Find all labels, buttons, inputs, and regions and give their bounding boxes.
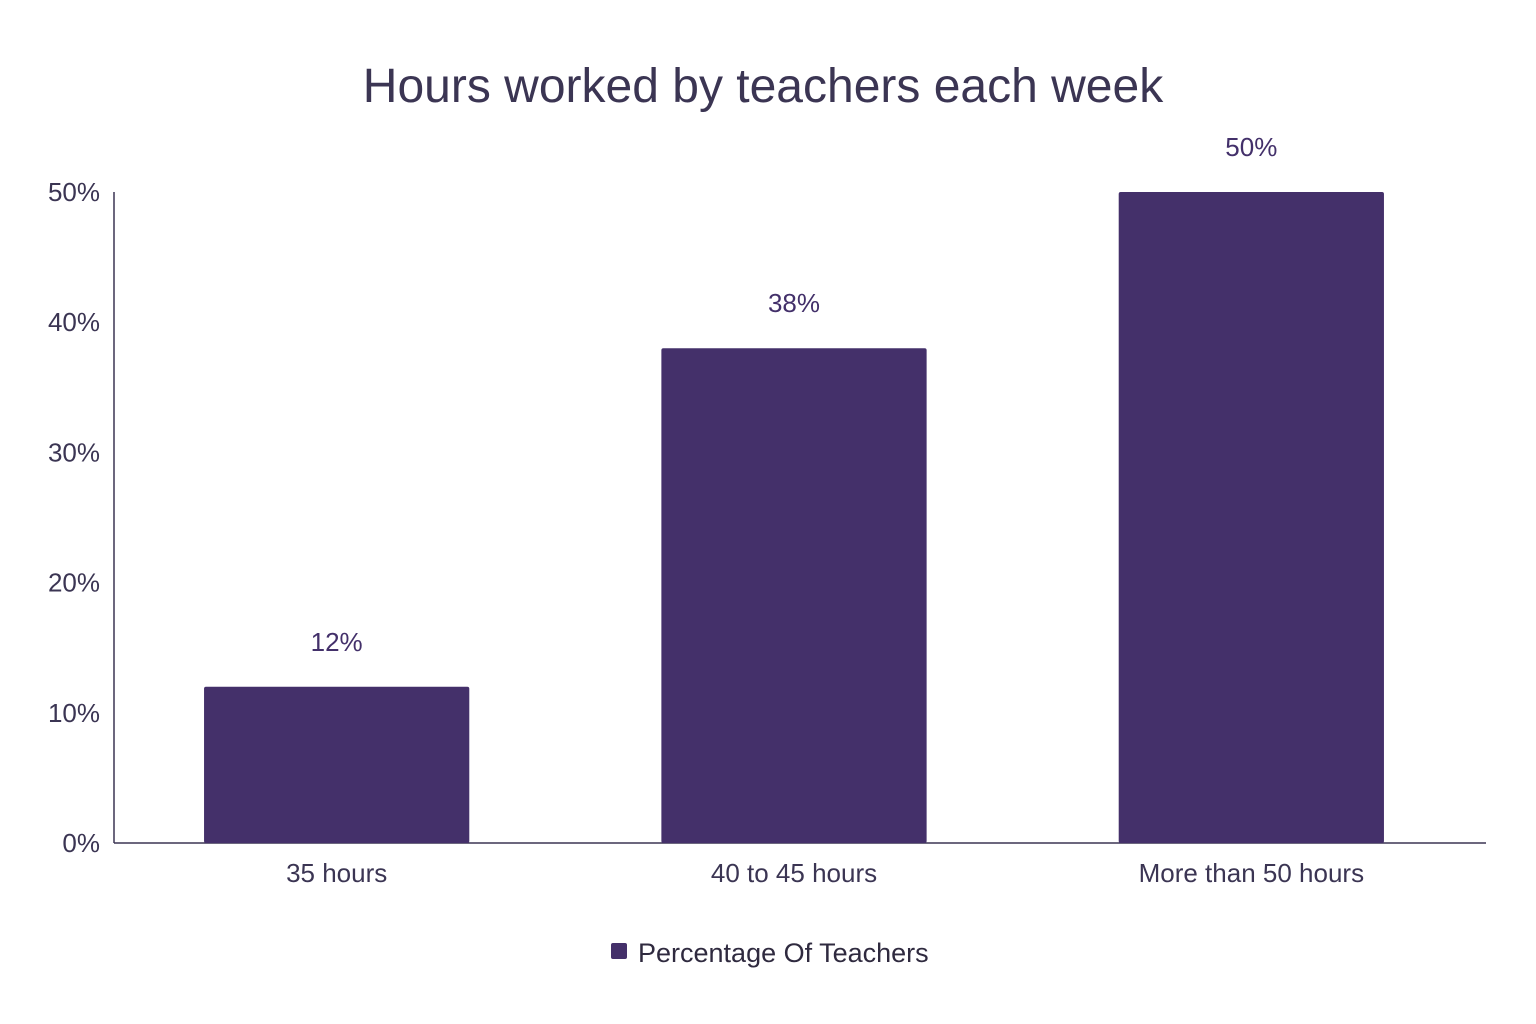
y-axis-ticks: 0% 10% 20% 30% 40% 50% — [48, 177, 100, 858]
category-labels-group: 35 hours 40 to 45 hours More than 50 hours — [286, 858, 1364, 888]
y-tick-label: 0% — [62, 828, 100, 858]
bar-value-label: 50% — [1225, 132, 1277, 162]
y-tick-label: 10% — [48, 698, 100, 728]
y-tick-label: 20% — [48, 568, 100, 598]
bar — [204, 686, 470, 843]
y-tick-label: 40% — [48, 307, 100, 337]
bars-group — [204, 192, 1384, 843]
bar — [661, 348, 927, 843]
y-tick-label: 50% — [48, 177, 100, 207]
data-labels-group: 12% 38% 50% — [311, 132, 1278, 657]
x-category-label: 35 hours — [286, 858, 387, 888]
x-category-label: More than 50 hours — [1139, 858, 1364, 888]
bar — [1118, 192, 1384, 843]
legend-label: Percentage Of Teachers — [638, 938, 929, 968]
y-tick-label: 30% — [48, 437, 100, 467]
bar-value-label: 12% — [311, 627, 363, 657]
bar-value-label: 38% — [768, 288, 820, 318]
x-category-label: 40 to 45 hours — [711, 858, 877, 888]
legend-swatch — [611, 943, 627, 959]
legend: Percentage Of Teachers — [611, 938, 929, 968]
chart-title: Hours worked by teachers each week — [363, 60, 1164, 113]
